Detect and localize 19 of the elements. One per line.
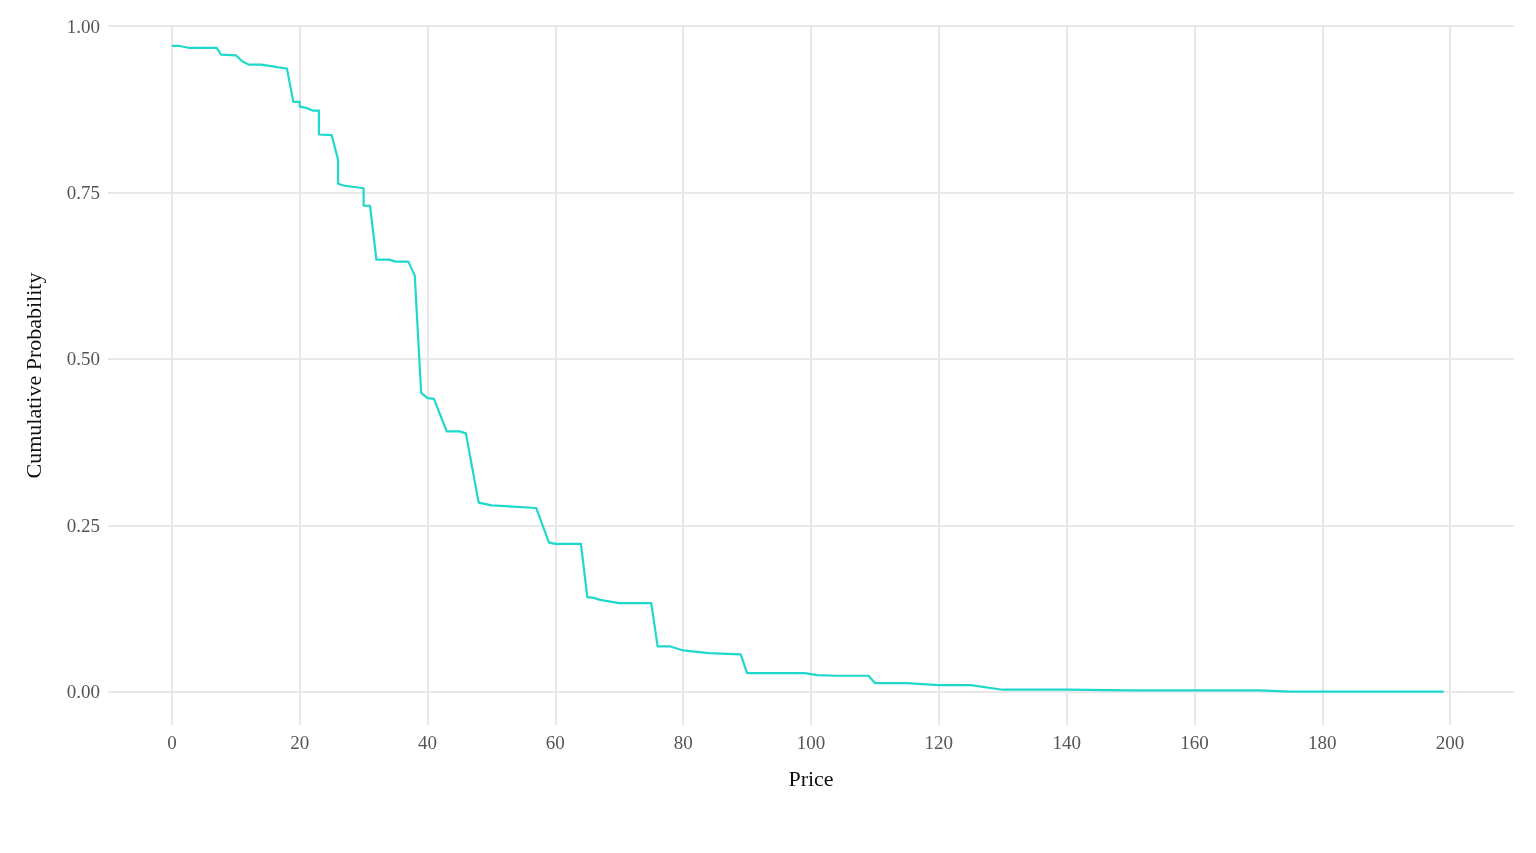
x-tick-label: 180	[1308, 732, 1337, 753]
x-tick-label: 20	[290, 732, 310, 753]
x-tick-label: 40	[418, 732, 438, 753]
x-tick-label: 80	[673, 732, 693, 753]
y-axis-title: Cumulative Probability	[20, 272, 46, 479]
x-tick-label: 60	[545, 732, 565, 753]
y-tick-label: 0.50	[66, 348, 100, 370]
y-tick-label: 0.75	[66, 181, 100, 203]
x-tick-label: 200	[1435, 732, 1465, 753]
x-tick-label: 140	[1052, 732, 1081, 753]
x-axis-title: Price	[788, 765, 834, 791]
y-tick-label: 1.00	[66, 15, 100, 37]
x-tick-label: 0	[167, 732, 177, 753]
y-tick-label: 0.00	[66, 681, 100, 703]
x-tick-label: 120	[924, 732, 954, 753]
x-tick-label: 100	[796, 732, 826, 753]
y-tick-label: 0.25	[66, 514, 100, 536]
line-series	[170, 44, 1445, 693]
x-tick-label: 160	[1180, 732, 1209, 753]
